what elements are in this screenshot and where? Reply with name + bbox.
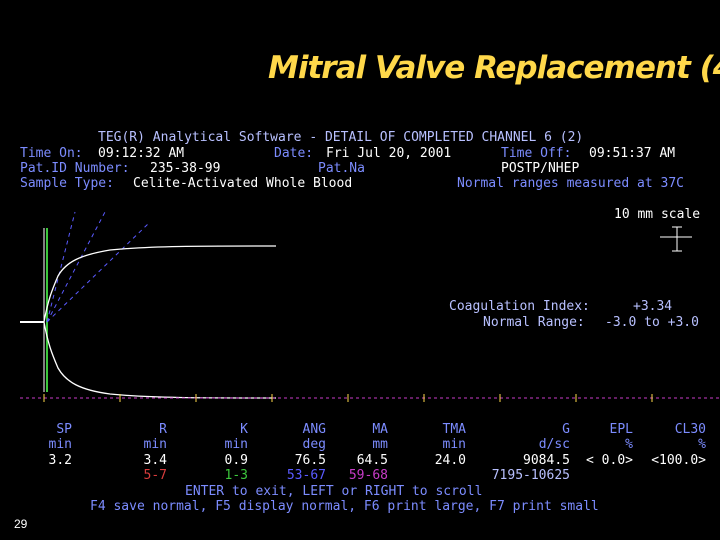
param-epl-name: EPL xyxy=(609,422,633,437)
angle-line xyxy=(46,211,106,323)
param-ang-name: ANG xyxy=(302,422,326,437)
param-cl30-value: <100.0> xyxy=(651,453,706,468)
param-r-unit: min xyxy=(143,437,167,452)
instructions-line-2: F4 save normal, F5 display normal, F6 pr… xyxy=(90,499,599,514)
param-k-name: K xyxy=(240,422,248,437)
param-r-value: 3.4 xyxy=(143,453,167,468)
param-sp-unit: min xyxy=(48,437,72,452)
trace-upper-curve xyxy=(43,245,277,323)
pat-id-label: Pat.ID Number: xyxy=(20,161,130,176)
time-off-label: Time Off: xyxy=(501,146,572,161)
sample-type-label: Sample Type: xyxy=(20,176,114,191)
pat-name-label: Pat.Na xyxy=(318,161,365,176)
time-on-value: 09:12:32 AM xyxy=(98,146,185,161)
time-axis-ticks xyxy=(43,394,653,402)
param-r-name: R xyxy=(159,422,167,437)
param-cl30-name: CL30 xyxy=(674,422,706,437)
param-ang-value: 76.5 xyxy=(294,453,326,468)
param-ma-value: 64.5 xyxy=(356,453,388,468)
param-epl-unit: % xyxy=(625,437,633,452)
time-off-value: 09:51:37 AM xyxy=(589,146,676,161)
param-ang-normal-range: 53-67 xyxy=(286,468,326,483)
param-g-name: G xyxy=(562,422,570,437)
param-k-normal-range: 1-3 xyxy=(224,468,248,483)
scale-crosshair-icon xyxy=(660,226,692,252)
param-cl30-unit: % xyxy=(698,437,706,452)
param-g-unit: d/sc xyxy=(538,437,570,452)
param-ma-normal-range: 59-68 xyxy=(348,468,388,483)
instructions-line-1: ENTER to exit, LEFT or RIGHT to scroll xyxy=(185,484,483,499)
scale-label: 10 mm scale xyxy=(614,207,701,222)
normal-range-label: Normal Range: xyxy=(483,315,585,330)
angle-line xyxy=(46,211,76,323)
trace-lower-curve xyxy=(43,321,277,399)
param-r-normal-range: 5-7 xyxy=(143,468,167,483)
param-ang-unit: deg xyxy=(302,437,326,452)
normal-range-value: -3.0 to +3.0 xyxy=(605,315,699,330)
param-k-value: 0.9 xyxy=(224,453,248,468)
param-epl-value: < 0.0> xyxy=(586,453,633,468)
param-tma-unit: min xyxy=(442,437,466,452)
date-value: Fri Jul 20, 2001 xyxy=(326,146,452,161)
sample-type-value: Celite-Activated Whole Blood xyxy=(133,176,353,191)
date-label: Date: xyxy=(274,146,314,161)
param-g-normal-range: 7195-10625 xyxy=(491,468,570,483)
param-tma-name: TMA xyxy=(442,422,466,437)
coag-index-label: Coagulation Index: xyxy=(449,299,590,314)
param-g-value: 9084.5 xyxy=(523,453,570,468)
pat-id-value: 235-38-99 xyxy=(150,161,221,176)
normal-ranges-note: Normal ranges measured at 37C xyxy=(457,176,684,191)
param-tma-value: 24.0 xyxy=(434,453,466,468)
time-on-label: Time On: xyxy=(20,146,83,161)
param-sp-value: 3.2 xyxy=(48,453,72,468)
param-k-unit: min xyxy=(224,437,248,452)
pat-name-value: POSTP/NHEP xyxy=(501,161,580,176)
software-line: TEG(R) Analytical Software - DETAIL OF C… xyxy=(98,130,584,145)
slide-number: 29 xyxy=(14,517,28,531)
param-sp-name: SP xyxy=(56,422,72,437)
param-ma-unit: mm xyxy=(372,437,388,452)
angle-line xyxy=(46,221,151,323)
param-ma-name: MA xyxy=(372,422,388,437)
slide-title: Mitral Valve Replacement (4) xyxy=(268,50,720,86)
coag-index-value: +3.34 xyxy=(633,299,673,314)
